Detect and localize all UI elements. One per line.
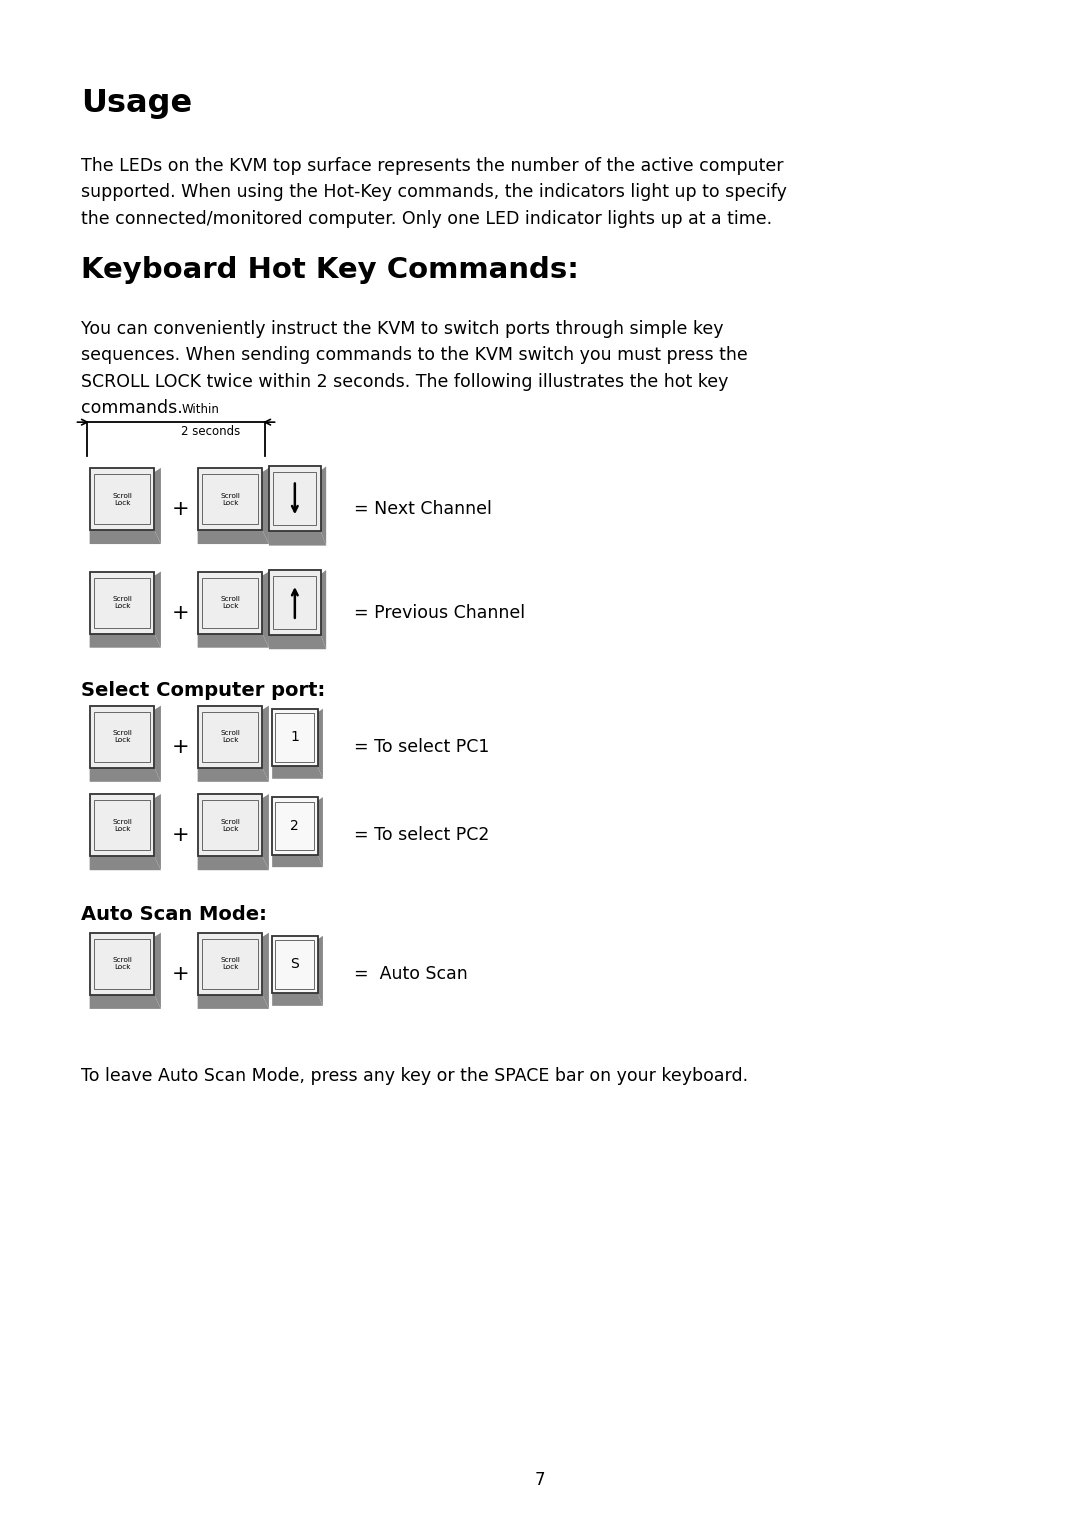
FancyBboxPatch shape xyxy=(269,466,321,532)
FancyBboxPatch shape xyxy=(90,706,154,768)
Text: Scroll
Lock: Scroll Lock xyxy=(220,730,240,744)
FancyBboxPatch shape xyxy=(269,570,321,636)
Polygon shape xyxy=(318,936,323,1006)
FancyBboxPatch shape xyxy=(198,468,262,530)
Text: = Next Channel: = Next Channel xyxy=(354,500,492,518)
Text: 2 seconds: 2 seconds xyxy=(181,425,241,439)
Text: Within: Within xyxy=(181,402,219,416)
Text: = To select PC1: = To select PC1 xyxy=(354,738,489,756)
Text: Scroll
Lock: Scroll Lock xyxy=(220,957,240,971)
Polygon shape xyxy=(272,855,323,867)
FancyBboxPatch shape xyxy=(90,572,154,634)
Text: Scroll
Lock: Scroll Lock xyxy=(112,818,132,832)
FancyBboxPatch shape xyxy=(198,794,262,856)
Text: +: + xyxy=(172,736,189,757)
Text: Scroll
Lock: Scroll Lock xyxy=(112,596,132,610)
FancyBboxPatch shape xyxy=(198,706,262,768)
Text: = Previous Channel: = Previous Channel xyxy=(354,604,525,622)
Text: Scroll
Lock: Scroll Lock xyxy=(220,492,240,506)
Polygon shape xyxy=(198,856,269,870)
Text: 1: 1 xyxy=(291,730,299,744)
Text: 2: 2 xyxy=(291,818,299,832)
Text: S: S xyxy=(291,957,299,971)
Polygon shape xyxy=(198,530,269,544)
Polygon shape xyxy=(154,468,161,544)
FancyBboxPatch shape xyxy=(272,936,318,994)
Polygon shape xyxy=(269,532,326,546)
FancyBboxPatch shape xyxy=(198,572,262,634)
Text: Scroll
Lock: Scroll Lock xyxy=(220,596,240,610)
Polygon shape xyxy=(321,570,326,649)
Polygon shape xyxy=(262,572,269,648)
Polygon shape xyxy=(90,995,161,1009)
Polygon shape xyxy=(90,856,161,870)
Text: 7: 7 xyxy=(535,1471,545,1489)
Polygon shape xyxy=(262,706,269,782)
Text: =  Auto Scan: = Auto Scan xyxy=(354,965,468,983)
Text: Select Computer port:: Select Computer port: xyxy=(81,681,325,700)
Polygon shape xyxy=(90,634,161,648)
Text: +: + xyxy=(172,963,189,985)
Text: Scroll
Lock: Scroll Lock xyxy=(112,957,132,971)
Polygon shape xyxy=(154,794,161,870)
Polygon shape xyxy=(262,933,269,1009)
Polygon shape xyxy=(318,797,323,867)
Polygon shape xyxy=(90,768,161,782)
Text: The LEDs on the KVM top surface represents the number of the active computer
sup: The LEDs on the KVM top surface represen… xyxy=(81,157,787,227)
Polygon shape xyxy=(272,767,323,779)
Text: +: + xyxy=(172,602,189,623)
Text: +: + xyxy=(172,498,189,520)
Polygon shape xyxy=(90,530,161,544)
Polygon shape xyxy=(154,572,161,648)
Text: +: + xyxy=(172,824,189,846)
Text: Keyboard Hot Key Commands:: Keyboard Hot Key Commands: xyxy=(81,256,579,283)
FancyBboxPatch shape xyxy=(90,933,154,995)
Polygon shape xyxy=(198,634,269,648)
Polygon shape xyxy=(318,709,323,779)
Polygon shape xyxy=(272,994,323,1006)
Text: To leave Auto Scan Mode, press any key or the SPACE bar on your keyboard.: To leave Auto Scan Mode, press any key o… xyxy=(81,1067,748,1085)
FancyBboxPatch shape xyxy=(90,468,154,530)
Polygon shape xyxy=(154,706,161,782)
Polygon shape xyxy=(269,636,326,649)
Polygon shape xyxy=(198,995,269,1009)
FancyBboxPatch shape xyxy=(272,709,318,767)
Polygon shape xyxy=(321,466,326,546)
Polygon shape xyxy=(262,468,269,544)
Text: Scroll
Lock: Scroll Lock xyxy=(112,730,132,744)
Text: Auto Scan Mode:: Auto Scan Mode: xyxy=(81,905,267,924)
Text: Scroll
Lock: Scroll Lock xyxy=(220,818,240,832)
FancyBboxPatch shape xyxy=(90,794,154,856)
FancyBboxPatch shape xyxy=(198,933,262,995)
FancyBboxPatch shape xyxy=(272,797,318,855)
Polygon shape xyxy=(198,768,269,782)
Text: = To select PC2: = To select PC2 xyxy=(354,826,489,844)
Text: Usage: Usage xyxy=(81,88,192,119)
Text: Scroll
Lock: Scroll Lock xyxy=(112,492,132,506)
Polygon shape xyxy=(154,933,161,1009)
Text: You can conveniently instruct the KVM to switch ports through simple key
sequenc: You can conveniently instruct the KVM to… xyxy=(81,320,747,418)
Polygon shape xyxy=(262,794,269,870)
